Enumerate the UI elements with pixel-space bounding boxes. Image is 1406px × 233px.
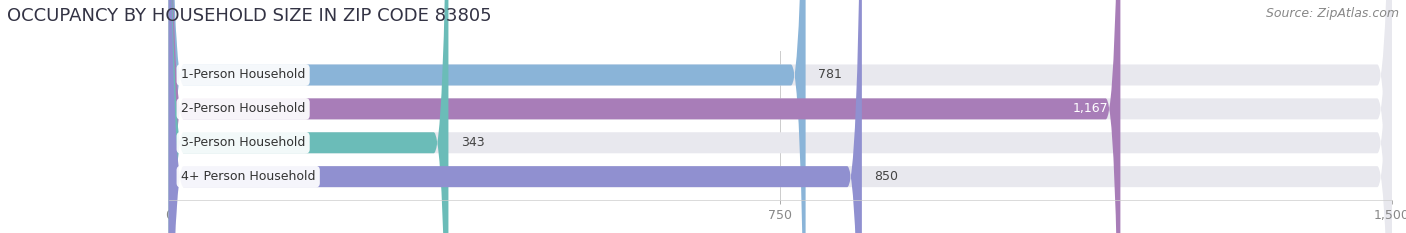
Text: 3-Person Household: 3-Person Household: [181, 136, 305, 149]
FancyBboxPatch shape: [169, 0, 449, 233]
Text: 2-Person Household: 2-Person Household: [181, 102, 305, 115]
Text: 343: 343: [461, 136, 484, 149]
FancyBboxPatch shape: [169, 0, 806, 233]
Text: Source: ZipAtlas.com: Source: ZipAtlas.com: [1265, 7, 1399, 20]
FancyBboxPatch shape: [169, 0, 862, 233]
FancyBboxPatch shape: [169, 0, 1392, 233]
Text: OCCUPANCY BY HOUSEHOLD SIZE IN ZIP CODE 83805: OCCUPANCY BY HOUSEHOLD SIZE IN ZIP CODE …: [7, 7, 492, 25]
FancyBboxPatch shape: [169, 0, 1392, 233]
Text: 1-Person Household: 1-Person Household: [181, 69, 305, 82]
Text: 1,167: 1,167: [1073, 102, 1108, 115]
FancyBboxPatch shape: [169, 0, 1121, 233]
Text: 781: 781: [818, 69, 842, 82]
FancyBboxPatch shape: [169, 0, 1392, 233]
Text: 850: 850: [875, 170, 898, 183]
FancyBboxPatch shape: [169, 0, 1392, 233]
Text: 4+ Person Household: 4+ Person Household: [181, 170, 315, 183]
